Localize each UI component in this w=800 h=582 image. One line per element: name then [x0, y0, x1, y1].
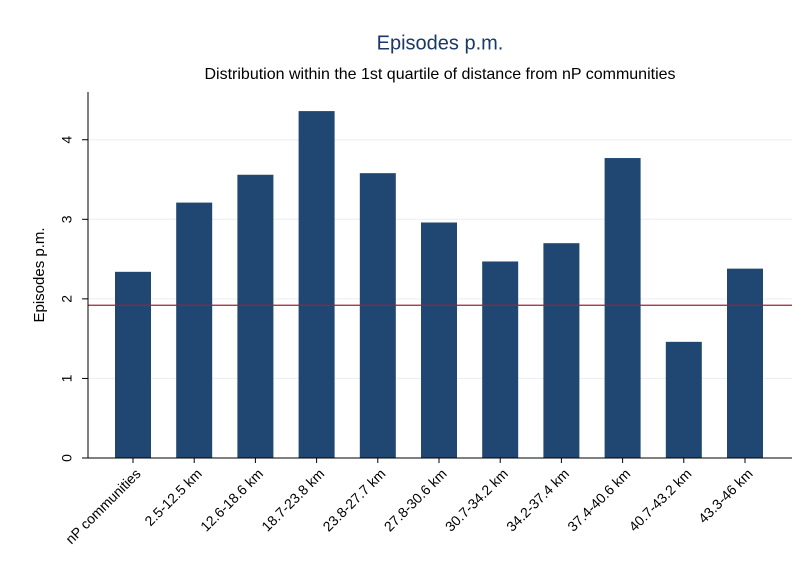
- bar: [543, 243, 580, 458]
- bar: [727, 268, 763, 458]
- bar: [604, 158, 641, 458]
- chart-subtitle: Distribution within the 1st quartile of …: [204, 66, 675, 83]
- bar: [298, 111, 335, 459]
- chart-title: Episodes p.m.: [377, 32, 504, 54]
- bar: [176, 202, 213, 458]
- y-tick-label: 4: [59, 136, 75, 144]
- bar: [421, 222, 457, 458]
- bar: [115, 271, 151, 458]
- bar: [665, 341, 702, 458]
- bar: [482, 261, 519, 458]
- bar: [359, 173, 396, 458]
- y-tick-label: 0: [59, 454, 75, 462]
- y-tick-label: 2: [59, 295, 75, 303]
- y-tick-label: 1: [59, 374, 75, 382]
- y-tick-label: 3: [59, 215, 75, 223]
- y-axis-label: Episodes p.m.: [31, 227, 48, 322]
- bar: [237, 174, 274, 458]
